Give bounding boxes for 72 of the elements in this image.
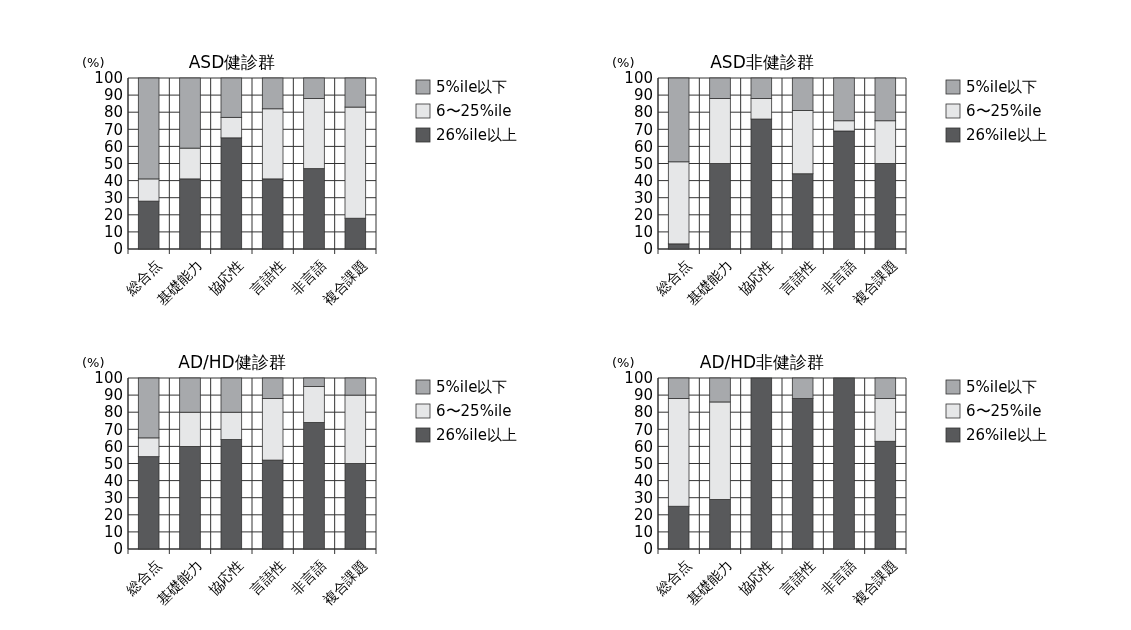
y-tick-label: 50 xyxy=(103,154,123,173)
x-tick-label: 言語性 xyxy=(246,256,288,298)
y-tick-label: 20 xyxy=(103,206,123,225)
chart-title: ASD健診群 xyxy=(188,52,276,72)
legend-label: 6〜25%ile xyxy=(436,402,512,421)
y-tick-label: 60 xyxy=(633,437,653,456)
y-tick-label: 100 xyxy=(94,69,123,88)
y-axis-title: (%) xyxy=(82,355,105,370)
chart-title: AD/HD非健診群 xyxy=(699,352,825,372)
y-tick-label: 70 xyxy=(633,420,653,439)
legend-label: 26%ile以上 xyxy=(436,426,517,445)
y-tick-label: 20 xyxy=(633,506,653,525)
y-tick-label: 70 xyxy=(103,120,123,139)
y-tick-label: 90 xyxy=(633,386,653,405)
y-tick-label: 100 xyxy=(624,69,653,88)
legend-label: 5%ile以下 xyxy=(436,78,508,97)
y-axis-title: (%) xyxy=(82,55,105,70)
y-tick-label: 50 xyxy=(633,154,653,173)
y-tick-label: 60 xyxy=(633,137,653,156)
y-tick-label: 70 xyxy=(103,420,123,439)
legend-label: 5%ile以下 xyxy=(966,78,1038,97)
legend-label: 6〜25%ile xyxy=(966,102,1042,121)
legend-label: 5%ile以下 xyxy=(436,378,508,397)
y-tick-label: 30 xyxy=(103,188,123,207)
y-tick-label: 50 xyxy=(103,454,123,473)
x-tick-label: 協応性 xyxy=(205,256,247,298)
y-tick-label: 40 xyxy=(633,471,653,490)
y-tick-label: 80 xyxy=(103,103,123,122)
legend-label: 6〜25%ile xyxy=(966,402,1042,421)
chart-title: AD/HD健診群 xyxy=(178,352,286,372)
chart-title: ASD非健診群 xyxy=(710,52,814,72)
y-tick-label: 40 xyxy=(103,171,123,190)
y-tick-label: 0 xyxy=(643,240,653,259)
y-tick-label: 60 xyxy=(103,137,123,156)
y-tick-label: 0 xyxy=(643,540,653,559)
y-tick-label: 0 xyxy=(113,240,123,259)
y-tick-label: 10 xyxy=(633,523,653,542)
x-tick-label: 協応性 xyxy=(205,556,247,598)
y-tick-label: 0 xyxy=(113,540,123,559)
y-tick-label: 30 xyxy=(103,488,123,507)
y-tick-label: 30 xyxy=(633,188,653,207)
legend-label: 26%ile以上 xyxy=(966,426,1047,445)
x-tick-label: 協応性 xyxy=(735,556,777,598)
y-tick-label: 20 xyxy=(633,206,653,225)
x-tick-label: 言語性 xyxy=(776,556,818,598)
y-tick-label: 80 xyxy=(103,403,123,422)
legend-label: 5%ile以下 xyxy=(966,378,1038,397)
y-tick-label: 10 xyxy=(633,223,653,242)
legend-label: 26%ile以上 xyxy=(966,126,1047,145)
y-axis-title: (%) xyxy=(612,55,635,70)
y-tick-label: 40 xyxy=(103,471,123,490)
y-tick-label: 80 xyxy=(633,103,653,122)
y-tick-label: 90 xyxy=(633,86,653,105)
y-tick-label: 50 xyxy=(633,454,653,473)
y-tick-label: 100 xyxy=(624,369,653,388)
y-tick-label: 60 xyxy=(103,437,123,456)
legend-label: 6〜25%ile xyxy=(436,102,512,121)
y-tick-label: 90 xyxy=(103,86,123,105)
y-tick-label: 20 xyxy=(103,506,123,525)
x-tick-label: 言語性 xyxy=(246,556,288,598)
y-tick-label: 100 xyxy=(94,369,123,388)
y-tick-label: 70 xyxy=(633,120,653,139)
y-tick-label: 10 xyxy=(103,223,123,242)
y-axis-title: (%) xyxy=(612,355,635,370)
legend-label: 26%ile以上 xyxy=(436,126,517,145)
y-tick-label: 40 xyxy=(633,171,653,190)
x-tick-label: 協応性 xyxy=(735,256,777,298)
y-tick-label: 80 xyxy=(633,403,653,422)
x-tick-label: 言語性 xyxy=(776,256,818,298)
y-tick-label: 10 xyxy=(103,523,123,542)
y-tick-label: 30 xyxy=(633,488,653,507)
y-tick-label: 90 xyxy=(103,386,123,405)
